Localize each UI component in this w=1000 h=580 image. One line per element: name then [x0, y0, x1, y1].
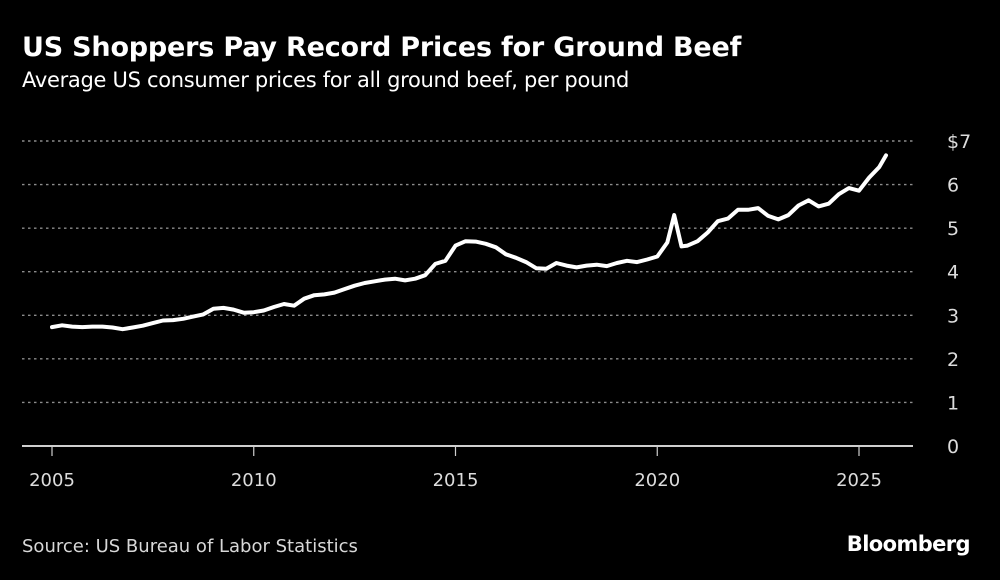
chart-title: US Shoppers Pay Record Prices for Ground…	[22, 32, 742, 63]
y-tick-label: 2	[947, 349, 959, 371]
y-tick-label: 5	[947, 218, 959, 240]
y-tick-label: 6	[947, 175, 959, 197]
y-tick-label: 1	[947, 392, 959, 414]
chart-subtitle: Average US consumer prices for all groun…	[22, 68, 630, 92]
x-tick-label: 2010	[231, 470, 277, 491]
x-axis: 2005 2010 2015 2020 2025	[22, 445, 913, 491]
source-note: Source: US Bureau of Labor Statistics	[22, 536, 358, 557]
gridlines	[22, 140, 913, 404]
y-tick-label: 4	[947, 262, 959, 284]
y-tick-label: 0	[947, 436, 959, 458]
y-tick-label: $7	[947, 131, 971, 153]
x-tick-label: 2005	[29, 470, 75, 491]
x-tick-label: 2020	[634, 470, 680, 491]
x-tick-label: 2025	[836, 470, 882, 491]
price-line	[50, 153, 888, 332]
y-axis-labels: 0 1 2 3 4 5 6 $7	[947, 131, 971, 458]
x-tick-label: 2015	[433, 470, 479, 491]
bloomberg-logo: Bloomberg	[846, 532, 971, 556]
y-tick-label: 3	[947, 305, 959, 327]
